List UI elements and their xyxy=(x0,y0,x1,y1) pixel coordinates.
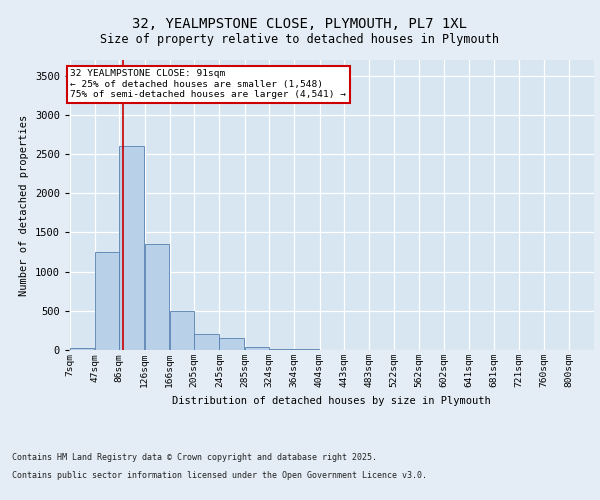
Bar xyxy=(70,348,94,350)
Text: 32 YEALMPSTONE CLOSE: 91sqm
← 25% of detached houses are smaller (1,548)
75% of : 32 YEALMPSTONE CLOSE: 91sqm ← 25% of det… xyxy=(70,70,346,99)
Bar xyxy=(95,252,119,350)
Bar xyxy=(220,338,244,350)
Bar xyxy=(119,146,144,350)
Bar xyxy=(245,347,269,350)
Y-axis label: Number of detached properties: Number of detached properties xyxy=(19,114,29,296)
Bar xyxy=(170,311,194,350)
Bar xyxy=(295,349,319,350)
Text: Contains HM Land Registry data © Crown copyright and database right 2025.: Contains HM Land Registry data © Crown c… xyxy=(12,454,377,462)
Text: 32, YEALMPSTONE CLOSE, PLYMOUTH, PL7 1XL: 32, YEALMPSTONE CLOSE, PLYMOUTH, PL7 1XL xyxy=(133,18,467,32)
Text: Size of property relative to detached houses in Plymouth: Size of property relative to detached ho… xyxy=(101,32,499,46)
X-axis label: Distribution of detached houses by size in Plymouth: Distribution of detached houses by size … xyxy=(172,396,491,406)
Bar xyxy=(145,244,169,350)
Bar xyxy=(194,334,219,350)
Bar xyxy=(269,349,294,350)
Text: Contains public sector information licensed under the Open Government Licence v3: Contains public sector information licen… xyxy=(12,471,427,480)
